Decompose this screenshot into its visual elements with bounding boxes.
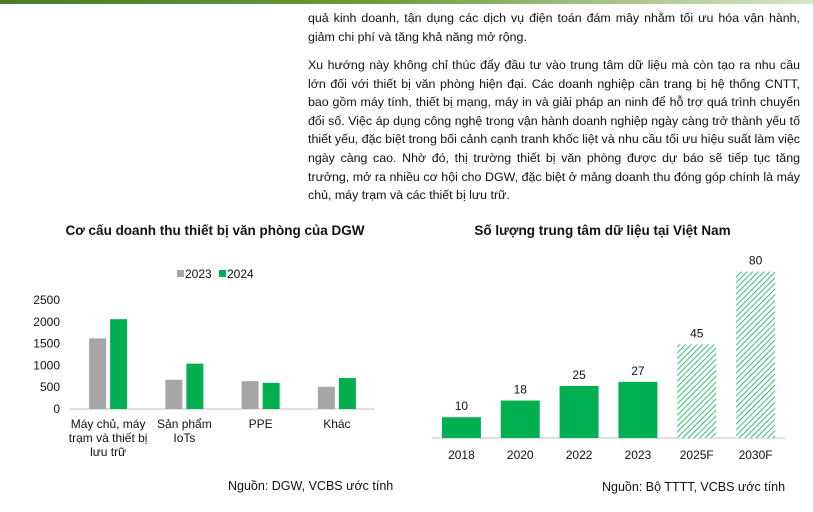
x-tick-label: Sản phẩm [157,417,212,431]
y-tick-label: 0 [53,402,60,416]
x-tick-label: IoTs [173,431,195,445]
legend-swatch-2024 [219,270,226,277]
bar-2023 [317,386,335,409]
x-tick-label: lưu trữ [90,445,126,459]
x-tick-label: PPE [249,417,273,431]
y-tick-label: 2500 [33,293,60,307]
data-label: 80 [749,254,763,268]
x-tick-label: trạm và thiết bị [69,431,148,445]
y-tick-label: 1500 [33,337,60,351]
article-paragraph-2: Xu hướng này không chỉ thúc đẩy đầu tư v… [308,58,800,203]
bar-2023 [89,338,107,409]
chart-2-title: Số lượng trung tâm dữ liệu tại Việt Nam [474,223,731,238]
y-tick-label: 1000 [33,358,60,372]
data-label: 27 [631,364,645,378]
legend-swatch-2023 [177,270,184,277]
data-label: 25 [572,368,586,382]
bar-forecast [677,344,717,438]
data-label: 45 [690,326,704,340]
bar-2024 [110,319,128,409]
x-tick-label: 2030F [739,448,773,462]
data-label: 10 [455,399,469,413]
y-tick-label: 500 [40,380,60,394]
bar-forecast [736,271,776,438]
y-tick-label: 2000 [33,315,60,329]
bar-2023 [241,381,259,409]
chart-1-source: Nguồn: DGW, VCBS ước tính [228,479,394,493]
chart-1-title: Cơ cấu doanh thu thiết bị văn phòng của … [65,223,365,238]
bar-2024 [338,378,356,409]
data-label: 18 [514,383,528,397]
bar-actual [441,417,481,438]
header-accent-bar [0,0,813,4]
article-paragraph-1: quả kinh doanh, tận dụng các dịch vụ điệ… [308,11,800,44]
bar-actual [559,386,599,438]
bar-2023 [165,379,183,409]
x-tick-label: 2020 [507,448,534,462]
x-tick-label: 2025F [680,448,714,462]
x-tick-label: Khác [323,417,350,431]
bar-2024 [186,363,204,409]
x-tick-label: 2018 [448,448,475,462]
chart-2-data-centers: 10 2018 18 2020 25 2022 27 2023 45 2025F 80 2030F [432,254,785,462]
x-tick-label: 2022 [566,448,593,462]
x-tick-label: Máy chủ, máy [71,417,146,431]
bar-actual [618,381,658,438]
legend-label: 2024 [227,267,254,281]
bar-actual [500,400,540,438]
bar-2024 [262,382,280,409]
legend-label: 2023 [185,267,212,281]
chart-2-source: Nguồn: Bộ TTTT, VCBS ước tính [602,480,786,494]
x-tick-label: 2023 [625,448,652,462]
